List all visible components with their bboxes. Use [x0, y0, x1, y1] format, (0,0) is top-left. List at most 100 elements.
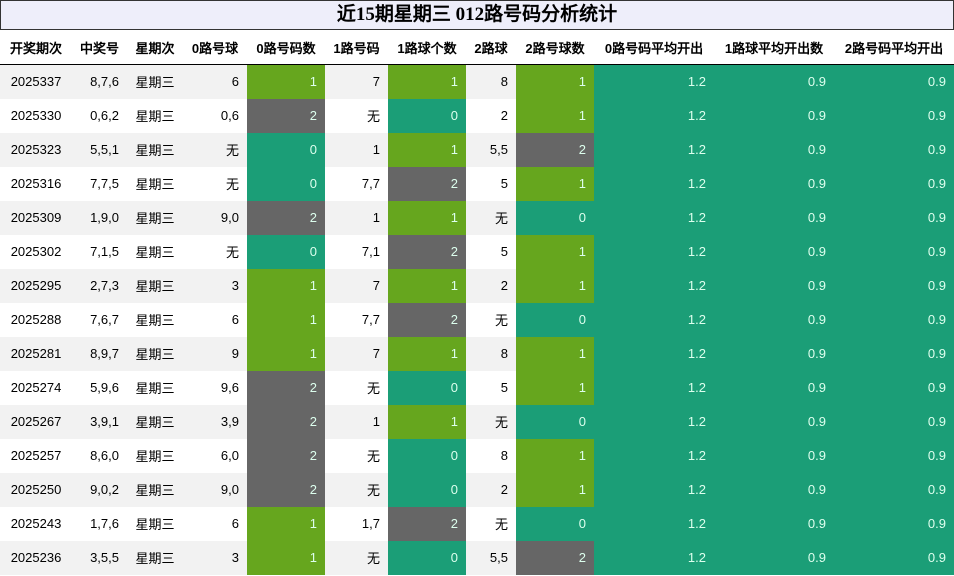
table-cell: 1 — [247, 506, 325, 541]
table-cell: 2025281 — [0, 336, 72, 371]
table-cell: 1 — [247, 64, 325, 99]
table-cell: 2 — [247, 200, 325, 235]
table-cell: 3,5,5 — [72, 540, 127, 575]
table-cell: 星期三 — [127, 200, 183, 235]
table-cell: 1,7,6 — [90, 516, 119, 531]
table-cell: 2025236 — [0, 540, 72, 575]
table-cell: 2 — [247, 472, 325, 507]
table-cell: 星期三 — [127, 472, 183, 507]
table-row: 2025288 7,6,7 星期三 6 1 7,7 2 无 0 1.2 0.9 0.9 — [0, 302, 954, 337]
column-header: 星期次 — [127, 30, 183, 65]
table-cell: 2 — [466, 472, 516, 507]
table-cell: 7,6,7 — [90, 312, 119, 327]
table-cell: 0.9 — [834, 472, 954, 507]
table-cell: 0.9 — [714, 166, 834, 201]
column-header: 2路球 — [466, 30, 516, 65]
table-cell: 0.9 — [714, 200, 834, 235]
table-cell: 0 — [516, 404, 594, 439]
column-header: 0路号球 — [183, 30, 247, 65]
table-cell: 2 — [466, 268, 516, 303]
table-cell: 0 — [388, 438, 466, 473]
table-cell: 5,5,1 — [72, 132, 127, 167]
table-cell: 8 — [500, 448, 508, 463]
table-cell: 7 — [325, 268, 388, 303]
table-cell: 1 — [516, 438, 594, 473]
table-cell: 0.9 — [714, 438, 834, 473]
table-cell: 0.9 — [714, 540, 834, 575]
table-cell: 无 — [494, 517, 508, 532]
table-cell: 9 — [183, 336, 247, 371]
table-cell: 星期三 — [127, 268, 183, 303]
table-cell: 1 — [516, 166, 594, 201]
table-cell: 星期三 — [135, 109, 175, 124]
column-header: 2路号球数 — [516, 30, 594, 65]
table-cell: 2025257 — [10, 448, 62, 463]
table-cell: 2025295 — [0, 268, 72, 303]
table-cell: 星期三 — [127, 540, 183, 575]
table-cell: 0.9 — [834, 336, 954, 371]
table-cell: 1 — [388, 64, 466, 99]
table-cell: 0 — [516, 200, 594, 235]
table-cell: 2 — [388, 166, 466, 201]
table-cell: 0.9 — [714, 64, 834, 99]
table-cell: 0.9 — [714, 506, 834, 541]
table-cell: 星期三 — [127, 64, 183, 99]
table-cell: 1.2 — [594, 234, 714, 269]
table-cell: 1.2 — [594, 268, 714, 303]
table-cell: 1 — [516, 336, 594, 371]
column-header: 开奖期次 — [0, 30, 72, 65]
table-cell: 5,5 — [466, 132, 516, 167]
table-cell: 7,1,5 — [90, 244, 119, 259]
table-cell: 2025316 — [10, 176, 62, 191]
table-cell: 2025243 — [10, 516, 62, 531]
table-cell: 无 — [366, 109, 380, 124]
table-cell: 7,7,5 — [90, 176, 119, 191]
table-cell: 1.2 — [594, 370, 714, 405]
table-cell: 无 — [366, 449, 380, 464]
stats-table: 开奖期次 中奖号 星期次 0路号球 0路号码数 1路号码 1路球个数 2路球 2路号球数 0路号码… — [0, 30, 954, 575]
table-cell: 0.9 — [834, 404, 954, 439]
table-cell: 5 — [500, 176, 508, 191]
table-cell: 1.2 — [594, 438, 714, 473]
table-cell: 2 — [516, 540, 594, 575]
table-cell: 2 — [500, 108, 508, 123]
table-cell: 1.2 — [594, 302, 714, 337]
table-cell: 0.9 — [714, 370, 834, 405]
table-row: 2025330 0,6,2 星期三 0,6 2 无 0 2 1 1.2 0.9 0.9 — [0, 98, 954, 133]
table-cell: 1 — [247, 540, 325, 575]
table-cell: 1 — [388, 200, 466, 235]
table-cell: 星期三 — [135, 381, 175, 396]
table-cell: 1 — [388, 268, 466, 303]
table-cell: 0.9 — [714, 472, 834, 507]
table-cell: 无 — [494, 313, 508, 328]
table-cell: 3 — [183, 268, 247, 303]
table-cell: 0.9 — [834, 438, 954, 473]
table-cell: 无 — [183, 132, 247, 167]
table-cell: 1 — [247, 268, 325, 303]
table-cell: 0 — [388, 98, 466, 133]
table-cell: 2 — [516, 132, 594, 167]
table-cell: 1,9,0 — [72, 200, 127, 235]
table-cell: 8,9,7 — [72, 336, 127, 371]
table-row: 2025316 7,7,5 星期三无 0 7,7 2 5 1 1.2 0.9 0.9 — [0, 166, 954, 201]
table-cell: 1.2 — [594, 472, 714, 507]
table-cell: 2025288 — [10, 312, 62, 327]
table-row: 2025309 1,9,0 星期三 9,0 2 1 1 无 0 1.2 0.9 0.9 — [0, 200, 954, 235]
table-cell: 5,9,6 — [90, 380, 119, 395]
table-cell: 0.9 — [834, 234, 954, 269]
table-cell: 0.9 — [834, 200, 954, 235]
table-cell: 0 — [388, 540, 466, 575]
table-row: 2025281 8,9,7 星期三 9 1 7 1 8 1 1.2 0.9 0.9 — [0, 336, 954, 371]
table-cell: 8 — [466, 336, 516, 371]
table-cell: 0,6 — [220, 108, 239, 123]
table-cell: 8 — [466, 64, 516, 99]
table-cell: 0.9 — [834, 506, 954, 541]
table-cell: 2025323 — [0, 132, 72, 167]
table-cell: 2 — [388, 506, 466, 541]
table-cell: 3 — [183, 540, 247, 575]
table-title: 近15期星期三 012路号码分析统计 — [0, 0, 954, 30]
table-cell: 星期三 — [127, 132, 183, 167]
header-row: 开奖期次 中奖号 星期次 0路号球 0路号码数 1路号码 1路球个数 2路球 2路号球数 0路号码… — [0, 30, 954, 65]
table-cell: 3,9 — [183, 404, 247, 439]
